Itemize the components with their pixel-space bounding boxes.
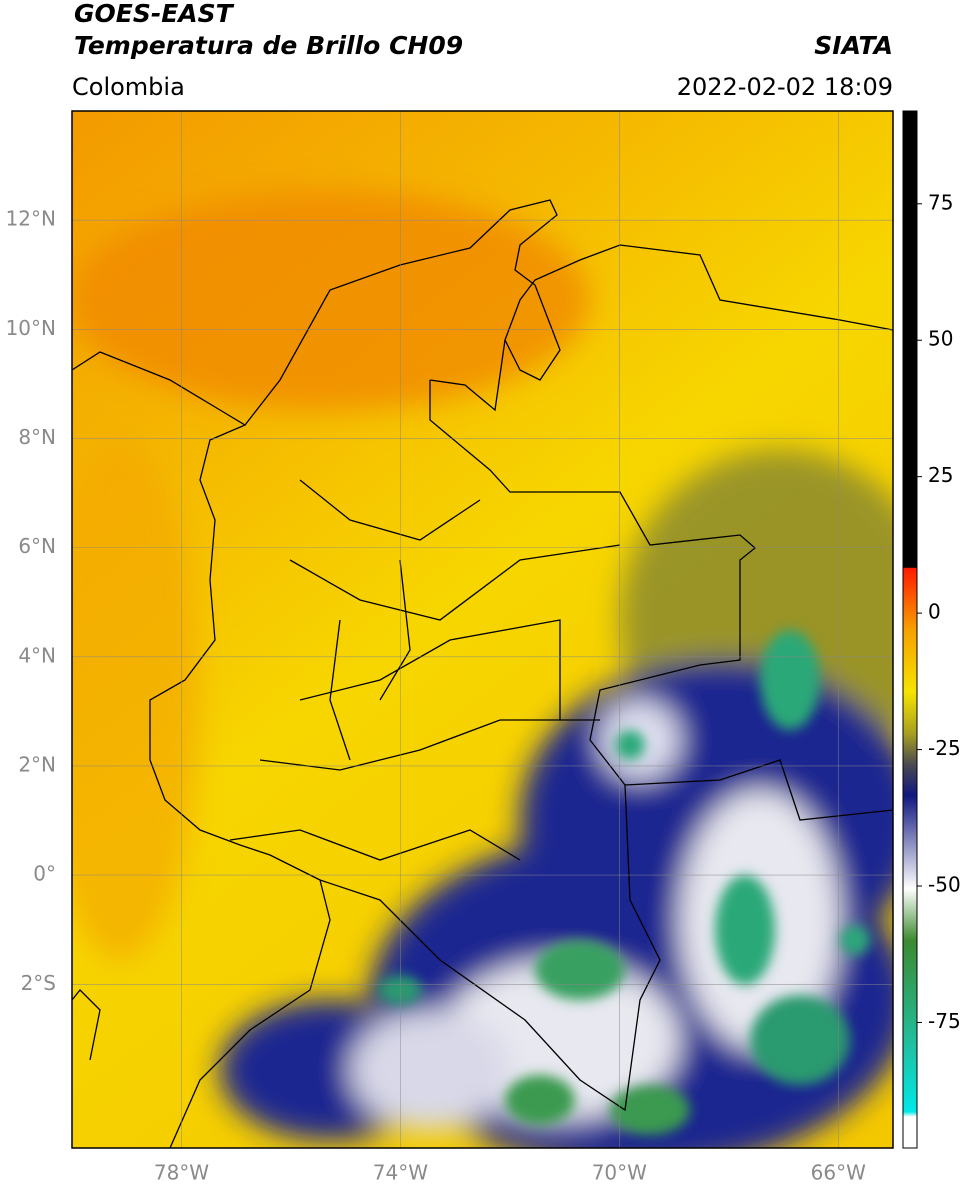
lat-tick-label: 0° bbox=[33, 862, 56, 886]
colorbar-tick-label: 50 bbox=[928, 327, 953, 351]
colorbar-tick-label: 25 bbox=[928, 463, 953, 487]
satellite-image bbox=[72, 111, 893, 1148]
colorbar-tick-label: -25 bbox=[928, 736, 961, 760]
colorbar-tick-label: 0 bbox=[928, 600, 941, 624]
colorbar-tick-label: -50 bbox=[928, 873, 961, 897]
lon-tick-label: 66°W bbox=[811, 1161, 866, 1185]
colorbar-tick-label: -75 bbox=[928, 1009, 961, 1033]
colorbar bbox=[902, 110, 918, 1149]
datetime: 2022-02-02 18:09 bbox=[677, 73, 893, 101]
lat-tick-label: 4°N bbox=[18, 643, 56, 667]
lon-tick-label: 70°W bbox=[592, 1161, 647, 1185]
lat-tick-label: 2°S bbox=[21, 971, 56, 995]
coastlines bbox=[72, 199, 893, 1148]
tick-layer: 78°W 74°W 70°W 66°W 12°N 10°N 8°N 6°N 4°N 2°N 0° 2°… bbox=[6, 190, 961, 1184]
lon-tick-label: 78°W bbox=[154, 1161, 209, 1185]
region: Colombia bbox=[72, 73, 185, 101]
lat-tick-label: 2°N bbox=[18, 752, 56, 776]
graticule bbox=[72, 111, 893, 1148]
lon-tick-label: 74°W bbox=[373, 1161, 428, 1185]
source: SIATA bbox=[814, 31, 893, 60]
lat-tick-label: 6°N bbox=[18, 534, 56, 558]
colorbar-tick-label: 75 bbox=[928, 190, 953, 214]
map-frame bbox=[71, 110, 894, 1149]
lat-tick-label: 12°N bbox=[6, 207, 56, 231]
lat-tick-label: 8°N bbox=[18, 425, 56, 449]
title: GOES-EAST bbox=[74, 0, 235, 28]
lat-tick-label: 10°N bbox=[6, 316, 56, 340]
subtitle: Temperatura de Brillo CH09 bbox=[74, 31, 463, 60]
